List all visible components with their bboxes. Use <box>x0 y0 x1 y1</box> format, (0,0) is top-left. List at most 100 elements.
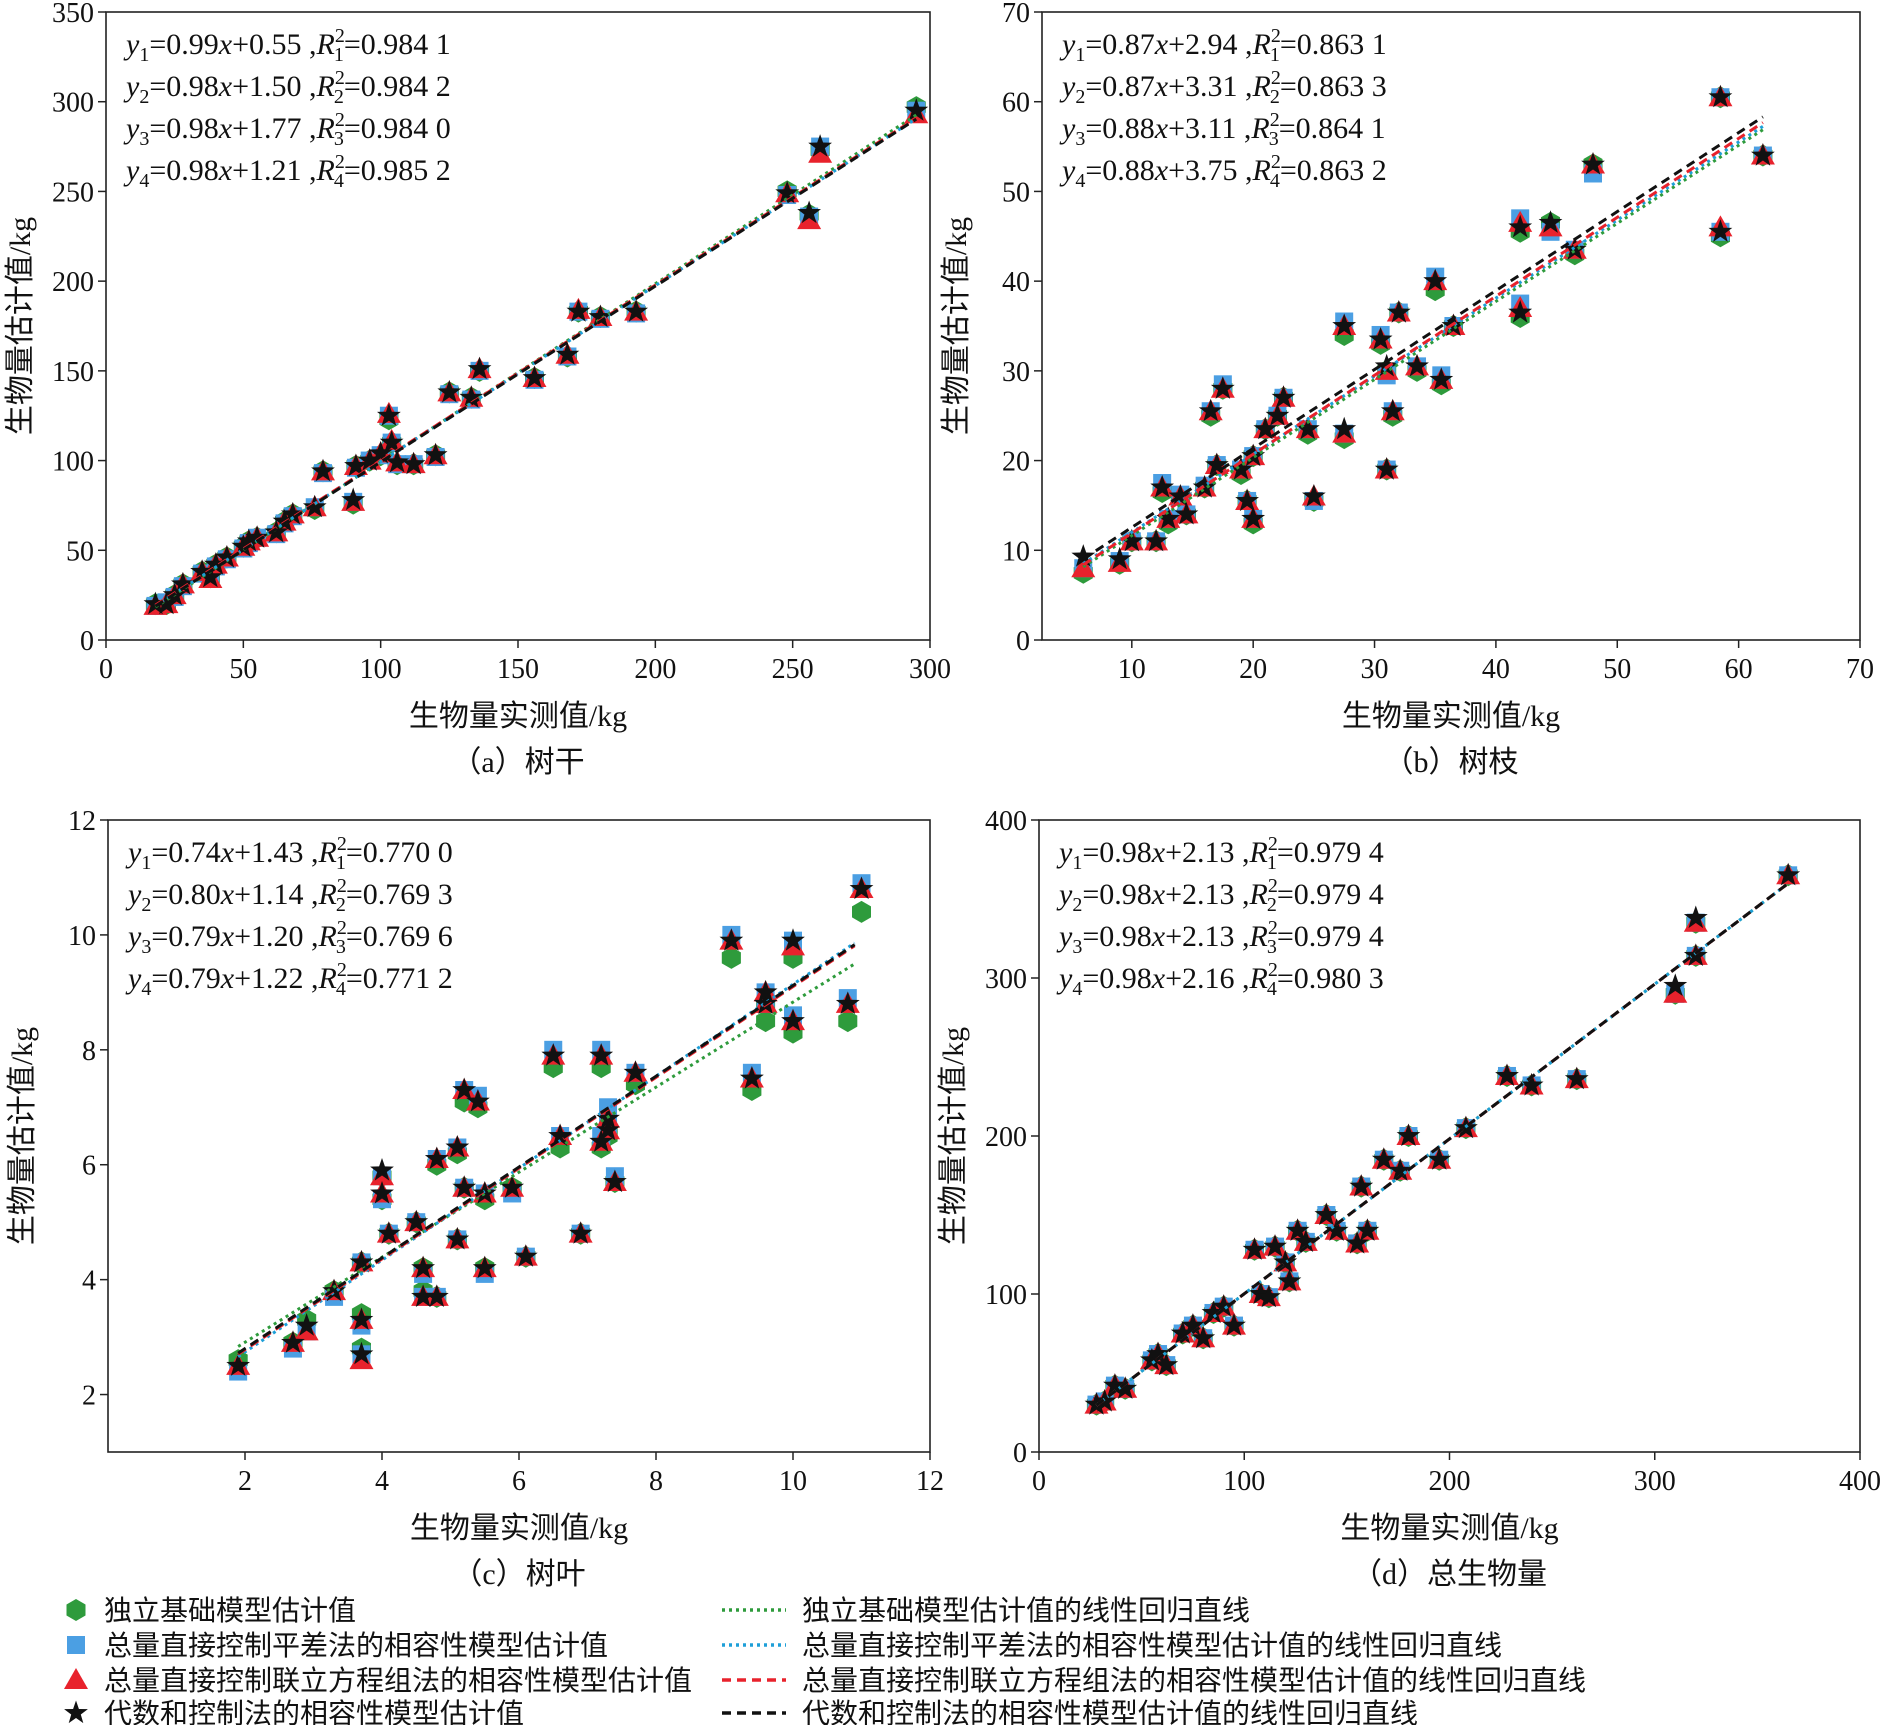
y-axis-label: 生物量估计值/kg <box>940 217 973 435</box>
point-series-4 <box>1751 143 1775 166</box>
point-series-4 <box>1263 1234 1287 1257</box>
legend-item-line: 总量直接控制联立方程组法的相容性模型估计值的线性回归直线 <box>722 1665 1586 1697</box>
equation-part: =0.863 2 <box>1280 154 1387 187</box>
equation-part: y <box>1056 836 1073 869</box>
point-series-4 <box>1345 1230 1369 1254</box>
equation-part: y <box>1056 962 1073 995</box>
equation-part: 4 <box>1270 170 1280 192</box>
x-tick-label: 100 <box>1223 1466 1265 1497</box>
regression-lines <box>237 941 856 1358</box>
equation-part: y <box>123 70 140 103</box>
x-tick-label: 200 <box>634 654 676 685</box>
y-tick-label: 6 <box>82 1151 96 1182</box>
equation-part: 2 <box>335 67 345 89</box>
data-points <box>1071 84 1775 584</box>
point-series-4 <box>603 1169 627 1193</box>
y-tick-label: 300 <box>52 88 94 119</box>
point-series-4 <box>264 519 289 543</box>
equation-part: 1 <box>334 44 344 66</box>
equation-part: x <box>1151 962 1166 995</box>
y-tick-label: 0 <box>1013 1438 1027 1469</box>
point-series-4 <box>226 1353 250 1376</box>
point-series-4 <box>1324 1218 1349 1241</box>
point-series-4 <box>385 449 409 473</box>
point-series-1 <box>756 1010 776 1033</box>
point-series-4 <box>775 180 800 204</box>
point-series-4 <box>1113 1376 1138 1399</box>
y-tick-label: 60 <box>1002 88 1030 119</box>
y-tick-label: 400 <box>985 806 1027 837</box>
equation-part: 2 <box>335 25 345 47</box>
point-series-3 <box>797 208 822 230</box>
equation-part: y <box>125 962 142 995</box>
point-series-4 <box>1332 313 1357 337</box>
point-series-4 <box>452 1077 477 1101</box>
point-series-4 <box>1154 1352 1179 1376</box>
equation-part: =0.79 <box>151 962 220 995</box>
equation-part: R <box>316 112 335 145</box>
equation-part: 2 <box>336 894 346 916</box>
point-series-4 <box>589 1129 614 1152</box>
point-series-4 <box>1174 501 1199 525</box>
equation-part: y <box>123 28 140 61</box>
equation-part: y <box>123 112 140 145</box>
equation-part: =0.984 0 <box>344 112 451 145</box>
regression-equation: y3=0.88x+3.11 ,R2 3=0.864 1 <box>1059 109 1386 150</box>
y-tick-label: 2 <box>82 1381 96 1412</box>
y-tick-label: 4 <box>82 1266 96 1297</box>
regression-equation: y2=0.87x+3.31 ,R2 2=0.863 3 <box>1059 67 1387 108</box>
point-series-4 <box>236 528 261 552</box>
point-series-4 <box>379 430 404 453</box>
point-series-4 <box>231 534 256 557</box>
point-series-4 <box>1210 376 1235 399</box>
equation-part: 2 <box>1268 875 1278 897</box>
plot-frame <box>1041 11 1861 641</box>
y-tick-label: 70 <box>1002 0 1030 29</box>
legend-label: 独立基础模型估计值的线性回归直线 <box>802 1595 1250 1627</box>
point-series-4 <box>566 299 591 322</box>
y-axis-label: 生物量估计值/kg <box>6 1027 39 1245</box>
point-series-4 <box>423 442 448 466</box>
point-series-4 <box>1423 268 1448 292</box>
equation-part: 3 <box>1075 128 1085 150</box>
equation-part: x <box>218 70 233 103</box>
point-series-4 <box>452 1175 477 1198</box>
point-series-4 <box>849 876 874 900</box>
point-series-4 <box>1170 1321 1195 1344</box>
point-series-4 <box>424 1146 449 1170</box>
y-tick-label: 50 <box>1002 177 1030 208</box>
x-tick-label: 150 <box>497 654 539 685</box>
point-series-4 <box>1708 84 1733 108</box>
point-series-4 <box>1564 1066 1589 1090</box>
point-series-4 <box>1144 528 1168 552</box>
point-series-4 <box>467 356 492 380</box>
equation-part: =0.99 <box>149 28 218 61</box>
equation-part: 2 <box>1267 894 1277 916</box>
point-series-4 <box>294 1313 319 1336</box>
regression-lines <box>1095 882 1790 1407</box>
x-axis-label: 生物量实测值/kg <box>410 1512 628 1545</box>
y-tick-label: 20 <box>1002 447 1030 478</box>
regression-equation: y4=0.88x+3.75 ,R2 4=0.863 2 <box>1059 151 1387 192</box>
regression-line-series-1 <box>237 962 856 1348</box>
y-tick-label: 350 <box>52 0 94 29</box>
point-series-4 <box>1429 367 1454 390</box>
x-tick-label: 0 <box>1032 1466 1046 1497</box>
point-series-4 <box>797 200 821 224</box>
point-series-4 <box>1293 1229 1318 1252</box>
equation-part: =0.771 2 <box>346 962 453 995</box>
plot-frame <box>105 11 931 641</box>
equation-part: x <box>1154 28 1169 61</box>
point-series-4 <box>781 1008 805 1032</box>
y-tick-label: 10 <box>1002 536 1030 567</box>
equation-part: R <box>1249 878 1268 911</box>
equation-part: =0.769 6 <box>346 920 453 953</box>
point-series-4 <box>624 299 648 322</box>
point-series-4 <box>1071 544 1096 567</box>
equation-part: x <box>1151 836 1166 869</box>
y-axis-label: 生物量估计值/kg <box>4 217 37 435</box>
legend-hexagon-icon <box>66 1599 86 1621</box>
equation-part: y <box>125 878 142 911</box>
equation-part: +2.16 , <box>1165 962 1249 995</box>
